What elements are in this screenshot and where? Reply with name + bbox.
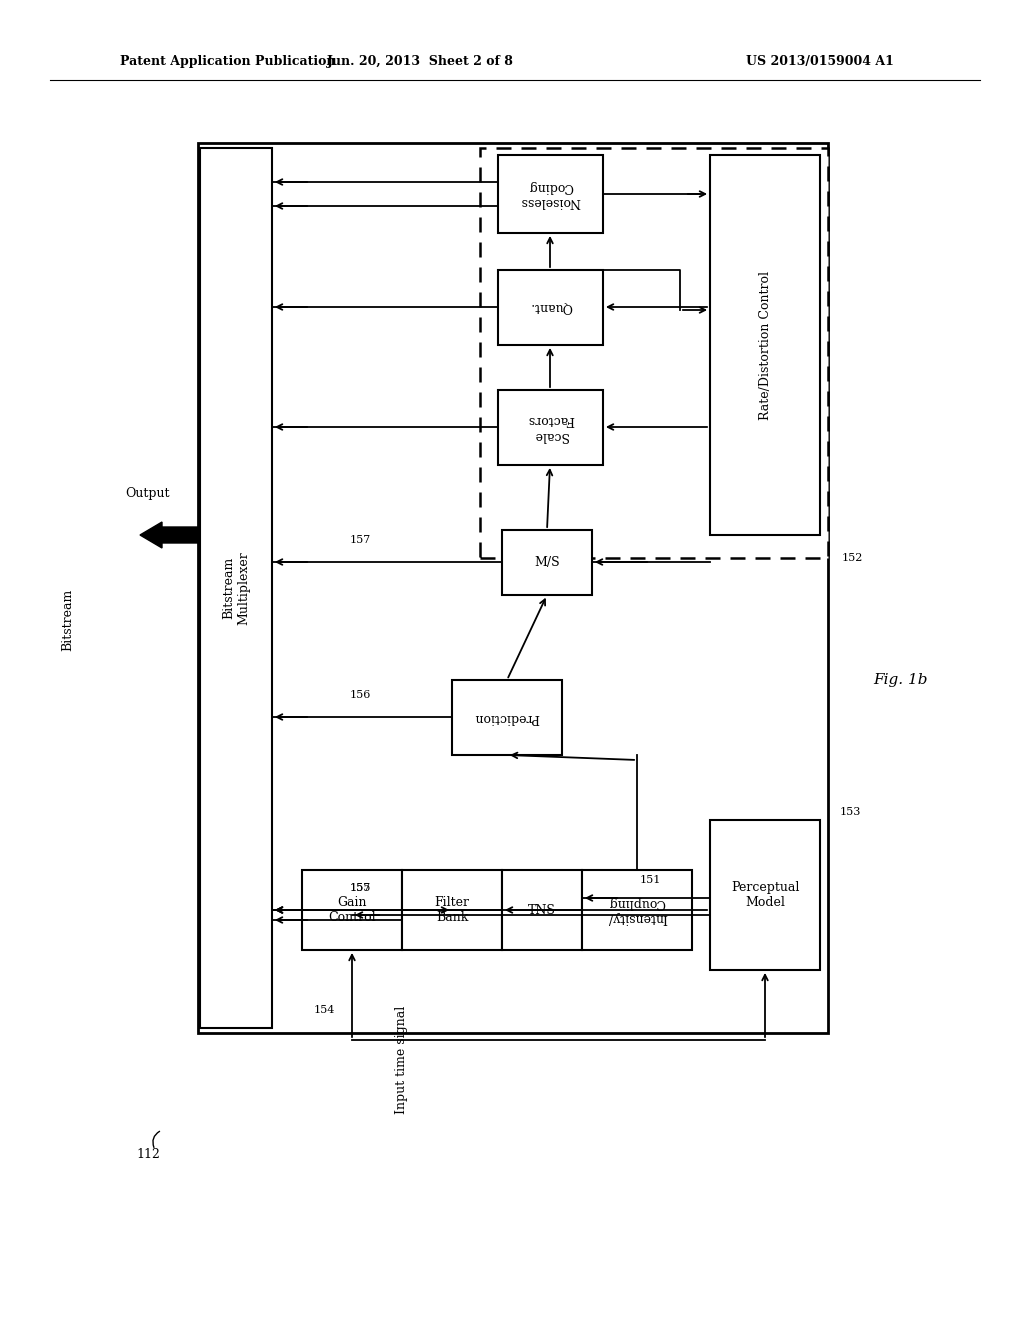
- Bar: [498, 389, 603, 465]
- Text: Intensity/
Coupling: Intensity/ Coupling: [607, 896, 667, 924]
- Text: Jun. 20, 2013  Sheet 2 of 8: Jun. 20, 2013 Sheet 2 of 8: [327, 55, 513, 69]
- Text: 151: 151: [639, 875, 660, 884]
- Bar: [302, 870, 402, 950]
- Text: Patent Application Publication: Patent Application Publication: [120, 55, 336, 69]
- Text: Bitstream
Multiplexer: Bitstream Multiplexer: [222, 552, 250, 624]
- Text: Prediction: Prediction: [474, 711, 540, 723]
- Bar: [402, 870, 502, 950]
- Text: Input time signal: Input time signal: [395, 1006, 409, 1114]
- Text: Noiseless
Coding: Noiseless Coding: [520, 180, 581, 209]
- Text: 152: 152: [842, 553, 863, 564]
- Text: 154: 154: [313, 1005, 335, 1015]
- Bar: [710, 820, 820, 970]
- Bar: [498, 271, 603, 345]
- Bar: [502, 870, 582, 950]
- Text: Rate/Distortion Control: Rate/Distortion Control: [759, 271, 771, 420]
- Text: 157: 157: [349, 535, 371, 545]
- Text: Bitstream: Bitstream: [61, 589, 75, 651]
- Text: 156: 156: [349, 690, 371, 700]
- Bar: [498, 154, 603, 234]
- Text: Output: Output: [126, 487, 170, 499]
- Bar: [582, 870, 692, 950]
- Text: Filter
Bank: Filter Bank: [434, 896, 469, 924]
- Bar: [198, 143, 828, 1034]
- Bar: [502, 531, 592, 595]
- Text: Scale
Factors: Scale Factors: [527, 413, 574, 441]
- Bar: [710, 154, 820, 535]
- Bar: [200, 148, 272, 1028]
- Bar: [452, 680, 562, 755]
- Text: 157: 157: [349, 883, 371, 894]
- Text: Gain
Control: Gain Control: [328, 896, 376, 924]
- Text: Fig. 1b: Fig. 1b: [872, 673, 928, 686]
- FancyArrow shape: [140, 521, 200, 548]
- Text: 155: 155: [349, 883, 371, 894]
- Text: Quant.: Quant.: [529, 301, 571, 314]
- Bar: [480, 148, 828, 558]
- Text: 112: 112: [136, 1148, 160, 1162]
- Text: US 2013/0159004 A1: US 2013/0159004 A1: [746, 55, 894, 69]
- Text: 153: 153: [840, 807, 861, 817]
- Text: M/S: M/S: [535, 556, 560, 569]
- Text: Perceptual
Model: Perceptual Model: [731, 880, 799, 909]
- Text: TNS: TNS: [528, 903, 556, 916]
